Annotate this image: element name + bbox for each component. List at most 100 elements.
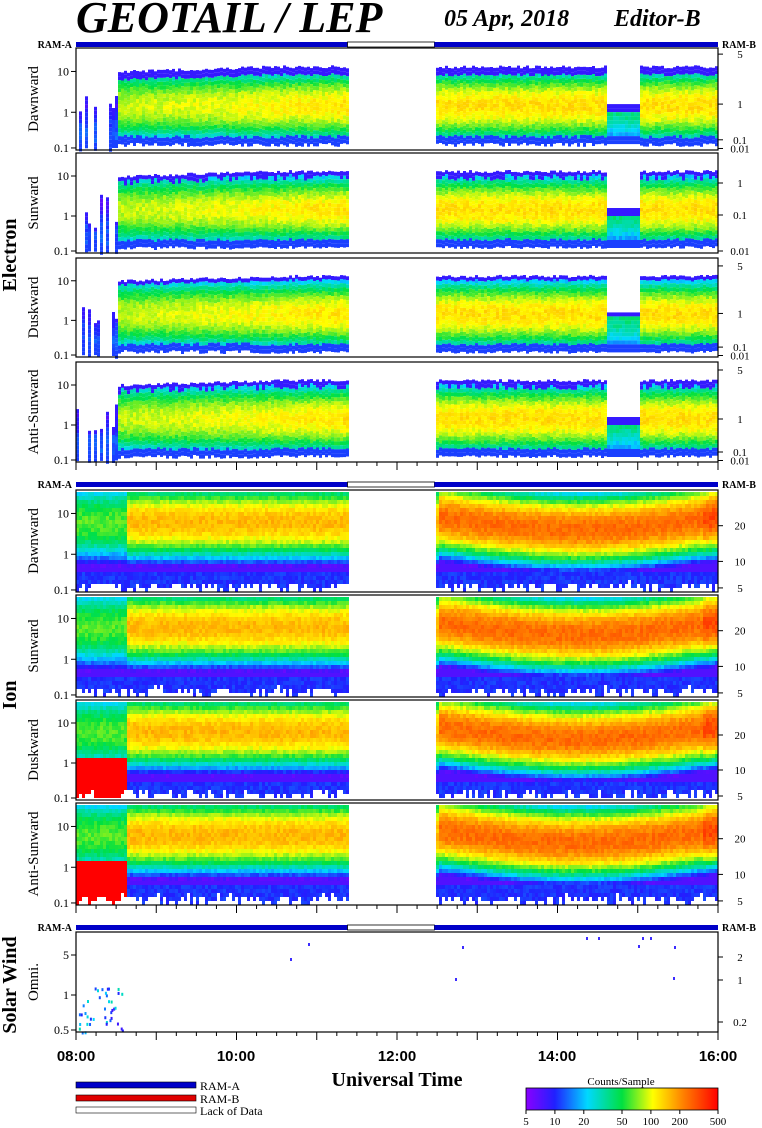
spectrogram-cell: [223, 245, 226, 249]
spectrogram-cell: [508, 110, 511, 114]
spectrogram-cell: [448, 80, 451, 84]
spectrogram-cell: [667, 120, 670, 125]
spectrogram-cell: [526, 105, 529, 110]
spectrogram-cell: [157, 190, 160, 195]
spectrogram-cell: [166, 113, 169, 118]
spectrogram-cell: [127, 92, 130, 97]
spectrogram-cell: [583, 126, 586, 131]
spectrogram-cell: [574, 67, 577, 72]
spectrogram-cell: [229, 237, 232, 242]
spectrogram-cell: [463, 211, 466, 215]
spectrogram-cell: [262, 73, 265, 78]
spectrogram-cell: [196, 218, 199, 223]
spectrogram-cell: [136, 239, 139, 243]
spectrogram-cell: [343, 207, 346, 212]
spectrogram-cell: [340, 123, 343, 128]
spectrogram-cell: [172, 76, 175, 81]
spectrogram-cell: [610, 108, 613, 113]
spectrogram-cell: [604, 109, 607, 114]
spectrogram-cell: [106, 249, 109, 254]
spectrogram-cell: [670, 96, 673, 101]
spectrogram-cell: [244, 171, 247, 176]
spectrogram-cell: [280, 136, 283, 141]
spectrogram-cell: [118, 237, 121, 242]
spectrogram-cell: [469, 107, 472, 112]
spectrogram-cell: [133, 70, 136, 74]
spectrogram-cell: [256, 243, 259, 248]
spectrogram-cell: [562, 69, 565, 74]
spectrogram-cell: [310, 186, 313, 191]
spectrogram-cell: [265, 211, 268, 216]
spectrogram-cell: [271, 192, 274, 196]
spectrogram-cell: [649, 127, 652, 132]
spectrogram-cell: [541, 72, 544, 76]
spectrogram-cell: [601, 127, 604, 132]
spectrogram-cell: [343, 87, 346, 92]
spectrogram-cell: [310, 72, 313, 77]
spectrogram-cell: [319, 83, 322, 88]
spectrogram-cell: [115, 144, 118, 148]
spectrogram-cell: [262, 85, 265, 90]
spectrogram-cell: [157, 226, 160, 231]
spectrogram-cell: [589, 91, 592, 95]
spectrogram-cell: [79, 111, 82, 116]
spectrogram-cell: [550, 122, 553, 127]
spectrogram-cell: [346, 219, 349, 224]
spectrogram-cell: [322, 187, 325, 192]
spectrogram-cell: [583, 130, 586, 135]
spectrogram-cell: [703, 123, 706, 128]
spectrogram-cell: [214, 228, 217, 233]
spectrogram-cell: [298, 101, 301, 106]
spectrogram-cell: [154, 135, 157, 140]
spectrogram-cell: [214, 184, 217, 189]
spectrogram-cell: [337, 199, 340, 204]
spectrogram-cell: [268, 180, 271, 185]
spectrogram-cell: [517, 117, 520, 122]
spectrogram-cell: [121, 96, 124, 101]
spectrogram-cell: [187, 180, 190, 185]
spectrogram-cell: [502, 142, 505, 147]
spectrogram-cell: [580, 66, 583, 71]
spectrogram-cell: [616, 128, 619, 133]
spectrogram-cell: [436, 67, 439, 72]
spectrogram-cell: [199, 210, 202, 215]
spectrogram-cell: [466, 139, 469, 144]
spectrogram-cell: [280, 104, 283, 109]
spectrogram-cell: [343, 199, 346, 204]
spectrogram-cell: [568, 86, 571, 91]
spectrogram-cell: [127, 187, 130, 192]
spectrogram-cell: [448, 183, 451, 188]
spectrogram-cell: [712, 107, 715, 112]
spectrogram-cell: [454, 94, 457, 99]
spectrogram-cell: [565, 75, 568, 80]
spectrogram-cell: [697, 121, 700, 126]
spectrogram-cell: [463, 81, 466, 86]
spectrogram-cell: [496, 99, 499, 104]
spectrogram-cell: [265, 70, 268, 75]
spectrogram-cell: [109, 131, 112, 136]
spectrogram-cell: [310, 76, 313, 81]
spectrogram-cell: [583, 102, 586, 107]
spectrogram-cell: [496, 83, 499, 88]
spectrogram-cell: [322, 215, 325, 220]
spectrogram-cell: [277, 230, 280, 235]
spectrogram-cell: [454, 216, 457, 221]
spectrogram-cell: [154, 103, 157, 108]
spectrogram-cell: [472, 113, 475, 118]
spectrogram-cell: [136, 111, 139, 115]
spectrogram-cell: [217, 242, 220, 247]
spectrogram-cell: [556, 83, 559, 88]
spectrogram-cell: [688, 138, 691, 143]
spectrogram-cell: [181, 134, 184, 139]
spectrogram-cell: [694, 101, 697, 106]
spectrogram-cell: [568, 74, 571, 79]
panels-layer: 1010.1510.10.01Dawnward1010.110.10.01Sun…: [26, 47, 750, 1040]
spectrogram-cell: [664, 100, 667, 105]
spectrogram-cell: [256, 103, 259, 108]
spectrogram-cell: [292, 120, 295, 125]
spectrogram-cell: [244, 71, 247, 76]
spectrogram-cell: [244, 211, 247, 216]
spectrogram-cell: [142, 86, 145, 91]
spectrogram-cell: [445, 129, 448, 134]
spectrogram-cell: [466, 176, 469, 181]
